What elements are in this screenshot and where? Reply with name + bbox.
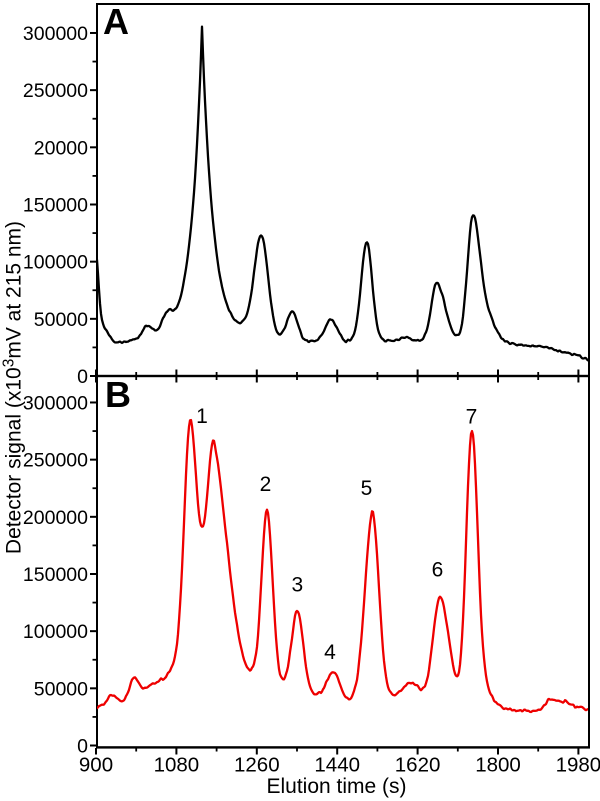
svg-text:200000: 200000 bbox=[23, 507, 88, 529]
svg-text:50000: 50000 bbox=[34, 309, 88, 331]
svg-text:7: 7 bbox=[466, 406, 478, 429]
svg-text:5: 5 bbox=[361, 477, 373, 500]
svg-text:250000: 250000 bbox=[23, 80, 88, 102]
svg-text:1800: 1800 bbox=[475, 754, 521, 777]
svg-text:900: 900 bbox=[79, 754, 113, 777]
svg-text:0: 0 bbox=[77, 736, 88, 758]
svg-text:150000: 150000 bbox=[23, 195, 88, 217]
svg-text:1440: 1440 bbox=[314, 754, 360, 777]
svg-text:1620: 1620 bbox=[395, 754, 441, 777]
svg-text:100000: 100000 bbox=[23, 621, 88, 643]
svg-text:3: 3 bbox=[291, 574, 303, 597]
svg-text:100000: 100000 bbox=[23, 252, 88, 274]
svg-text:50000: 50000 bbox=[34, 678, 88, 700]
svg-text:150000: 150000 bbox=[23, 564, 88, 586]
svg-text:0: 0 bbox=[77, 366, 88, 388]
svg-text:300000: 300000 bbox=[23, 393, 88, 415]
svg-text:300000: 300000 bbox=[23, 23, 88, 45]
svg-text:250000: 250000 bbox=[23, 450, 88, 472]
svg-text:Detector signal (x103mV at 215: Detector signal (x103mV at 215 nm) bbox=[1, 221, 26, 554]
svg-text:Elution time (s): Elution time (s) bbox=[266, 775, 406, 798]
svg-text:2: 2 bbox=[260, 473, 272, 496]
svg-text:20000: 20000 bbox=[34, 137, 88, 159]
svg-text:6: 6 bbox=[432, 559, 444, 582]
svg-text:1: 1 bbox=[196, 405, 208, 428]
svg-text:1260: 1260 bbox=[234, 754, 280, 777]
svg-text:4: 4 bbox=[324, 641, 336, 664]
svg-text:A: A bbox=[103, 1, 129, 42]
svg-text:B: B bbox=[105, 374, 131, 415]
svg-text:1080: 1080 bbox=[154, 754, 200, 777]
svg-text:1980: 1980 bbox=[556, 754, 600, 777]
